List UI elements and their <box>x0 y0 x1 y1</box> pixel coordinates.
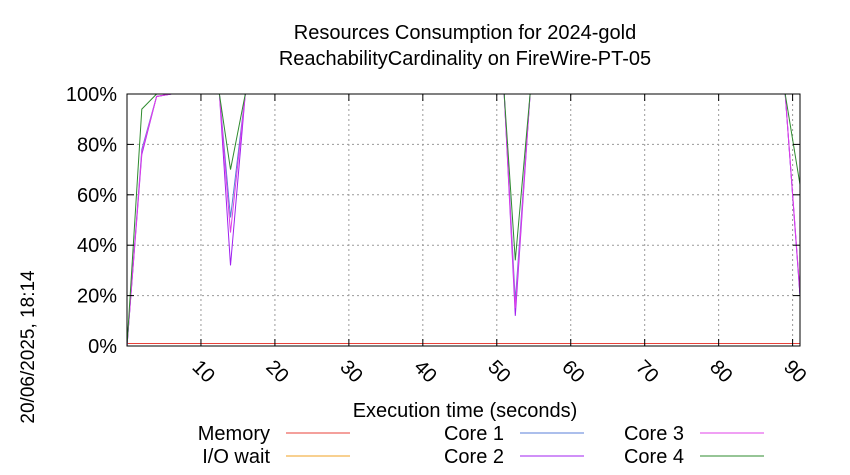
series-line-core-2 <box>126 93 801 347</box>
chart-title-line-1: Resources Consumption for 2024-gold <box>294 22 636 44</box>
y-tick-label: 100% <box>66 84 117 106</box>
legend-label: Core 1 <box>444 423 504 445</box>
x-tick-label: 70 <box>631 356 662 387</box>
chart-title-line-2: ReachabilityCardinality on FireWire-PT-0… <box>279 48 651 70</box>
legend-label: Core 3 <box>624 423 684 445</box>
timestamp: 20/06/2025, 18:14 <box>18 270 39 424</box>
x-tick-label: 90 <box>779 356 810 387</box>
y-tick-label: 40% <box>77 235 117 257</box>
legend-label: I/O wait <box>202 446 270 468</box>
tick-marks <box>127 93 800 347</box>
x-tick-label: 40 <box>409 356 440 387</box>
legend-label: Memory <box>198 423 270 445</box>
x-tick-labels: 10 20 30 40 50 60 70 80 90 <box>188 356 811 387</box>
x-tick-label: 50 <box>483 356 514 387</box>
y-tick-label: 20% <box>77 286 117 308</box>
legend-label: Core 2 <box>444 446 504 468</box>
x-tick-label: 80 <box>705 356 736 387</box>
x-tick-label: 60 <box>557 356 588 387</box>
x-tick-label: 10 <box>188 356 219 387</box>
x-tick-label: 20 <box>262 356 293 387</box>
y-tick-label: 80% <box>77 134 117 156</box>
y-tick-label: 0% <box>88 336 117 358</box>
plot-frame <box>126 93 801 347</box>
y-tick-label: 60% <box>77 185 117 207</box>
x-axis-label: Execution time (seconds) <box>353 400 578 422</box>
series-lines <box>126 93 801 347</box>
grid <box>127 94 800 346</box>
legend-label: Core 4 <box>624 446 684 468</box>
x-tick-label: 30 <box>335 356 366 387</box>
y-tick-labels: 0% 20% 40% 60% 80% 100% <box>66 84 117 358</box>
